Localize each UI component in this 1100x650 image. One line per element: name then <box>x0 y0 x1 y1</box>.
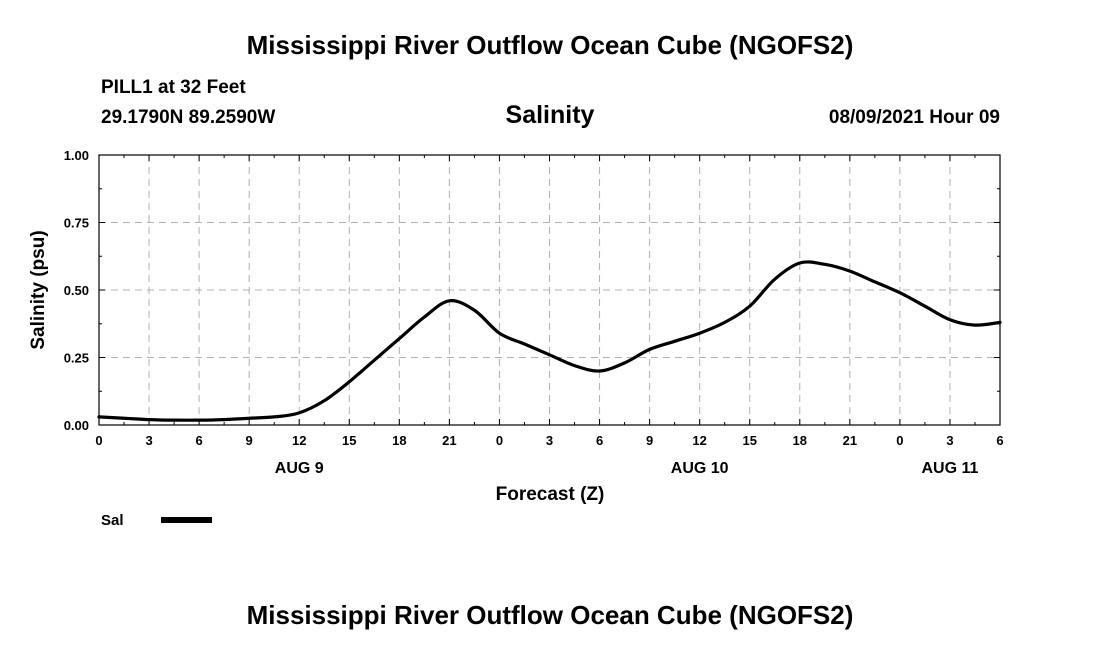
x-tick-label: 0 <box>95 433 102 448</box>
x-tick-label: 9 <box>646 433 653 448</box>
x-tick-label: 18 <box>392 433 406 448</box>
x-tick-label: 15 <box>742 433 756 448</box>
x-axis-title: Forecast (Z) <box>496 484 605 505</box>
x-tick-label: 12 <box>692 433 706 448</box>
day-label: AUG 11 <box>921 460 978 477</box>
plot-frame <box>98 154 1001 426</box>
x-tick-label: 6 <box>596 433 603 448</box>
y-tick-label: 0.50 <box>64 283 89 298</box>
y-tick-label: 0.75 <box>64 216 89 231</box>
x-tick-label: 3 <box>546 433 553 448</box>
x-tick-label: 9 <box>246 433 253 448</box>
y-axis-title: Salinity (psu) <box>28 230 49 349</box>
y-tick-labels: 0.00 0.25 0.50 0.75 1.00 <box>64 148 89 433</box>
day-label: AUG 9 <box>275 460 324 477</box>
day-labels: AUG 9 AUG 10 AUG 11 <box>275 460 979 477</box>
legend-label: Sal <box>101 512 124 529</box>
x-tick-labels: 0 3 6 9 12 15 18 21 0 3 6 9 12 15 18 21 0 3 6 <box>95 433 1003 448</box>
day-label: AUG 10 <box>671 460 729 477</box>
x-tick-label: 21 <box>843 433 857 448</box>
x-tick-label: 18 <box>793 433 807 448</box>
station-coordinates: 29.1790N 89.2590W <box>101 107 276 128</box>
x-tick-label: 6 <box>996 433 1003 448</box>
x-tick-label: 6 <box>195 433 202 448</box>
station-label: PILL1 at 32 Feet <box>101 77 246 98</box>
x-tick-label: 0 <box>896 433 903 448</box>
x-tick-label: 0 <box>496 433 503 448</box>
x-tick-label: 12 <box>292 433 306 448</box>
x-tick-label: 21 <box>442 433 456 448</box>
y-tick-label: 1.00 <box>64 148 89 163</box>
footer-title: Mississippi River Outflow Ocean Cube (NG… <box>246 600 854 630</box>
x-tick-label: 3 <box>946 433 953 448</box>
grid-lines <box>99 155 1000 425</box>
y-tick-label: 0.00 <box>64 418 89 433</box>
series-line-sal <box>97 260 1002 422</box>
y-tick-label: 0.25 <box>64 351 89 366</box>
x-tick-label: 3 <box>145 433 152 448</box>
x-tick-label: 15 <box>342 433 356 448</box>
page-title: Mississippi River Outflow Ocean Cube (NG… <box>246 30 854 60</box>
chart-title: Salinity <box>505 101 595 129</box>
legend: Sal <box>101 512 212 529</box>
forecast-datetime: 08/09/2021 Hour 09 <box>828 107 1000 128</box>
series-lines <box>97 260 1002 422</box>
